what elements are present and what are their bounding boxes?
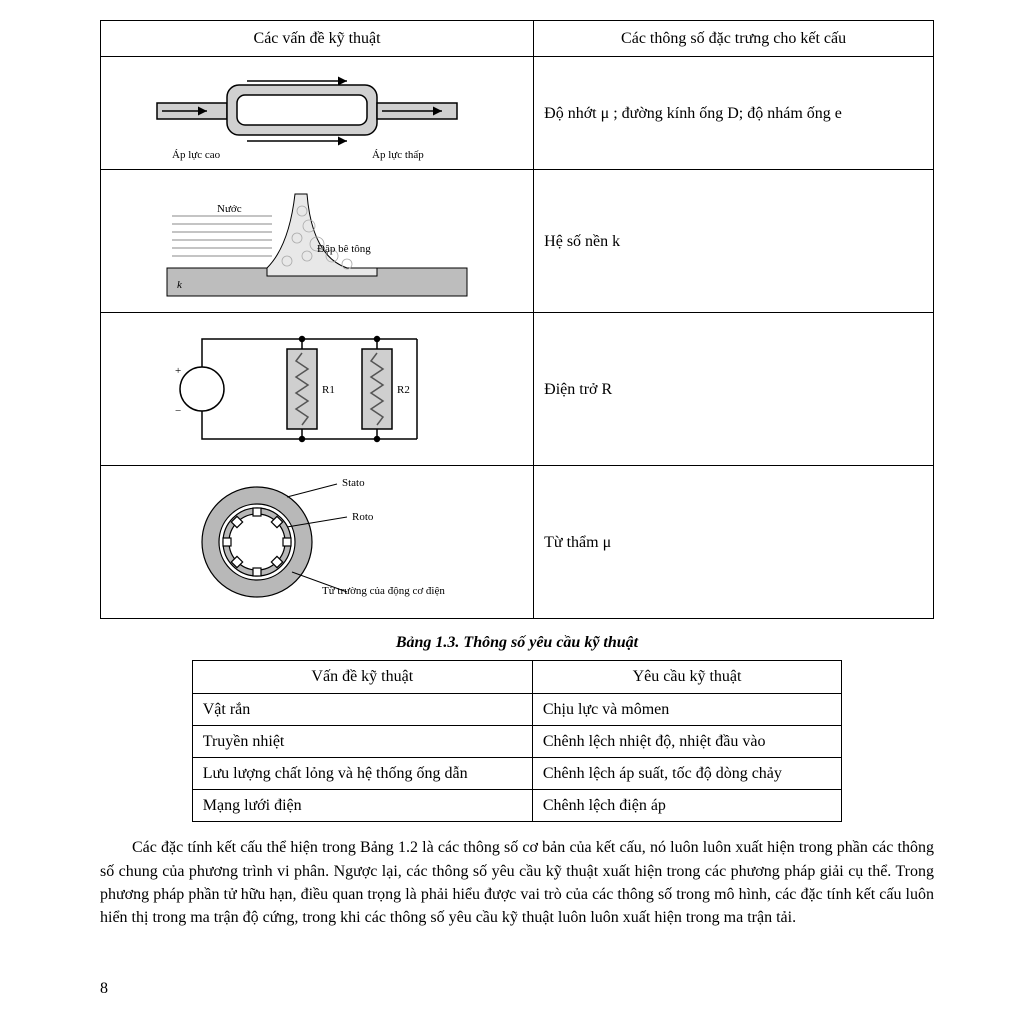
table-row: Stato Roto Từ trường của động cơ điện Từ… [101,466,934,619]
svg-text:Áp lực thấp: Áp lực thấp [372,149,424,161]
row-right-text: Từ thẩm μ [534,466,934,619]
svg-text:−: − [175,405,181,417]
svg-text:Từ trường của động cơ điện: Từ trường của động cơ điện [322,585,445,597]
table-row: Áp lực cao Áp lực thấp Độ nhớt μ ; đường… [101,57,934,170]
table-row: Truyền nhiệtChênh lệch nhiệt độ, nhiệt đ… [192,725,842,757]
main-header-right: Các thông số đặc trưng cho kết cấu [534,21,934,57]
dam-icon: Nước Đập bê tông k [147,176,487,306]
page-number: 8 [100,977,108,1000]
table-row: Lưu lượng chất lỏng và hệ thống ống dẫnC… [192,757,842,789]
tbl2-header-right: Yêu cầu kỹ thuật [532,661,841,693]
svg-text:+: + [175,365,181,377]
svg-text:R2: R2 [397,384,410,396]
svg-text:Áp lực cao: Áp lực cao [172,149,221,161]
svg-text:Đập bê tông: Đập bê tông [317,243,371,255]
svg-text:Stato: Stato [342,477,365,489]
svg-text:Roto: Roto [352,511,374,523]
row-right-text: Hệ số nền k [534,170,934,313]
requirements-table: Vấn đề kỹ thuật Yêu cầu kỹ thuật Vật rắn… [192,660,843,822]
pipe-flow-icon: Áp lực cao Áp lực thấp [147,63,487,163]
motor-figure-cell: Stato Roto Từ trường của động cơ điện [101,466,534,619]
svg-text:R1: R1 [322,384,335,396]
pipe-figure-cell: Áp lực cao Áp lực thấp [101,57,534,170]
table-row: + − R1 R2 Điện trở R [101,313,934,466]
table-row: Nước Đập bê tông k Hệ số nền k [101,170,934,313]
main-technical-table: Các vấn đề kỹ thuật Các thông số đặc trư… [100,20,934,619]
table-row: Mạng lưới điệnChênh lệch điện áp [192,790,842,822]
table-row: Vật rắnChịu lực và mômen [192,693,842,725]
motor-icon: Stato Roto Từ trường của động cơ điện [147,472,487,612]
row-right-text: Độ nhớt μ ; đường kính ống D; độ nhám ốn… [534,57,934,170]
row-right-text: Điện trở R [534,313,934,466]
body-paragraph: Các đặc tính kết cấu thể hiện trong Bảng… [100,836,934,929]
tbl2-header-left: Vấn đề kỹ thuật [192,661,532,693]
table2-caption: Bảng 1.3. Thông số yêu cầu kỹ thuật [100,631,934,654]
svg-text:Nước: Nước [217,203,242,215]
dam-figure-cell: Nước Đập bê tông k [101,170,534,313]
circuit-icon: + − R1 R2 [147,319,487,459]
main-header-left: Các vấn đề kỹ thuật [101,21,534,57]
circuit-figure-cell: + − R1 R2 [101,313,534,466]
